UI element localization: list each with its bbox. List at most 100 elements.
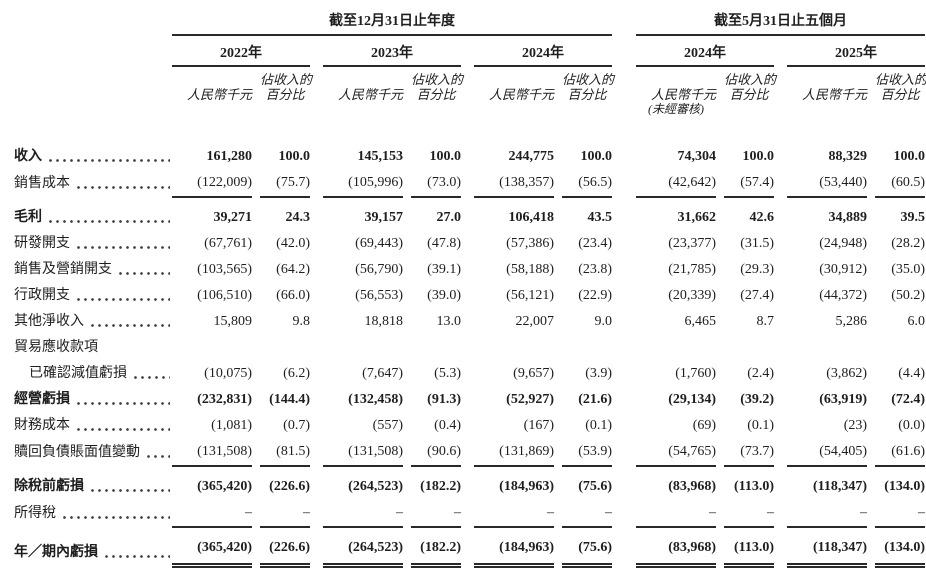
col-spacer [554, 309, 562, 335]
year-spacer [774, 35, 787, 66]
amount-cell: (24,948) [819, 236, 868, 251]
empty-cell [875, 102, 925, 117]
amount-cell: (30,912) [819, 262, 868, 277]
amount-cell: (42,642) [636, 170, 717, 198]
pct-cell: 42.6 [749, 210, 775, 225]
amount-cell: (29,134) [668, 392, 717, 407]
amount-cell: 145,153 [357, 149, 404, 164]
empty-cell [260, 102, 310, 117]
amount-cell: (264,523) [348, 479, 403, 494]
amount-cell [323, 335, 403, 361]
row-label: 其他淨收入 [14, 314, 84, 329]
row-label-cell: 行政開支 [14, 283, 172, 309]
col-spacer [867, 257, 875, 283]
pct-cell: (182.2) [411, 527, 461, 568]
col-spacer [554, 439, 562, 466]
col-spacer [867, 170, 875, 197]
amount-cell: 39,157 [364, 210, 404, 225]
group-spacer [310, 283, 323, 309]
group-spacer [612, 466, 636, 500]
group-spacer [612, 283, 636, 309]
col-spacer [867, 231, 875, 257]
amount-cell: – [323, 500, 403, 528]
pct-cell: (23.4) [578, 236, 613, 251]
dot-leader [117, 257, 170, 283]
group-spacer [310, 335, 323, 361]
row-label-cell: 財務成本 [14, 413, 172, 439]
group-spacer [310, 361, 323, 387]
col-spacer [403, 466, 411, 500]
pct-cell: 8.7 [756, 314, 775, 329]
group-spacer [461, 413, 474, 439]
year-header: 2024年 [474, 35, 613, 67]
group-spacer [612, 197, 636, 231]
pct-col-header-line1: 佔收入的 [260, 72, 313, 87]
pct-cell: (22.9) [578, 288, 613, 303]
pct-cell: (113.0) [724, 527, 775, 568]
table-row: 除稅前虧損 (365,420) (226.6) (264,523) (182.2) (18… [14, 466, 925, 500]
pct-cell: (39.2) [740, 392, 775, 407]
col-spacer [716, 170, 724, 197]
row-label-cell: 年／期內虧損 [14, 527, 172, 566]
row-label-wrap: 銷售成本 [14, 171, 172, 197]
amount-cell: (63,919) [819, 392, 868, 407]
group-spacer [461, 309, 474, 335]
pct-cell: (27.4) [740, 288, 775, 303]
amount-cell [636, 335, 716, 361]
table-header: 截至12月31日止年度 截至5月31日止五個月 2022年 2023年 2024年 202… [14, 10, 926, 117]
amount-cell: (131,869) [474, 439, 554, 467]
amount-cell: 106,418 [508, 210, 555, 225]
amount-cell: 34,889 [828, 210, 868, 225]
group-spacer [461, 231, 474, 257]
group-spacer [612, 309, 636, 335]
amount-cell: (56,790) [355, 262, 403, 277]
note-row: (未經審核) [14, 102, 925, 117]
row-label: 除稅前虧損 [14, 479, 84, 494]
group-spacer [461, 527, 474, 566]
amount-cell: (365,420) [197, 479, 252, 494]
amount-cell: (21,785) [668, 262, 717, 277]
pct-cell: – [260, 500, 310, 528]
pct-col-header: 佔收入的 百分比 [875, 66, 926, 102]
empty-cell [787, 102, 867, 117]
year-header: 2025年 [787, 35, 926, 67]
pct-cell: (0.1) [747, 418, 775, 433]
amount-cell: 5,286 [835, 314, 868, 329]
group-spacer [461, 197, 474, 231]
group-spacer [612, 66, 636, 102]
amount-cell: 31,662 [677, 210, 717, 225]
table-row: 已確認減值虧損 (10,075) (6.2) (7,647) (5.3) (9,657) (… [14, 361, 925, 387]
period-spacer [612, 10, 636, 35]
year-spacer [612, 35, 636, 66]
amount-cell: – [787, 500, 868, 528]
amount-cell: (103,565) [197, 262, 252, 277]
col-spacer [554, 335, 562, 361]
group-spacer [612, 387, 636, 413]
amount-cell: (52,927) [506, 392, 554, 407]
pct-col-header-line1: 佔收入的 [562, 72, 615, 87]
amount-cell: (1,760) [675, 366, 717, 381]
pct-cell: (81.5) [260, 439, 310, 467]
amount-cell: (23) [843, 418, 868, 433]
pct-col-header-line2: 百分比 [567, 87, 607, 102]
pct-cell: (39.1) [427, 262, 461, 277]
pct-cell: (56.5) [562, 170, 613, 198]
pct-cell: 43.5 [587, 210, 613, 225]
pct-cell [875, 335, 925, 361]
group-spacer [774, 197, 787, 231]
col-spacer [716, 335, 724, 361]
col-spacer [554, 361, 562, 387]
pct-col-header-line1: 佔收入的 [724, 72, 777, 87]
amount-cell: (53,440) [787, 170, 868, 198]
row-label: 經營虧損 [14, 392, 70, 407]
amount-cell: (184,963) [499, 479, 554, 494]
amount-cell: (106,510) [197, 288, 252, 303]
col-spacer [867, 102, 875, 117]
pct-cell: (134.0) [875, 527, 926, 568]
pct-cell: 9.8 [292, 314, 311, 329]
amount-cell: (131,508) [323, 439, 403, 467]
group-spacer [774, 170, 787, 197]
pct-cell: (0.4) [434, 418, 461, 433]
empty-cell [724, 102, 774, 117]
amount-cell: (105,996) [323, 170, 403, 198]
